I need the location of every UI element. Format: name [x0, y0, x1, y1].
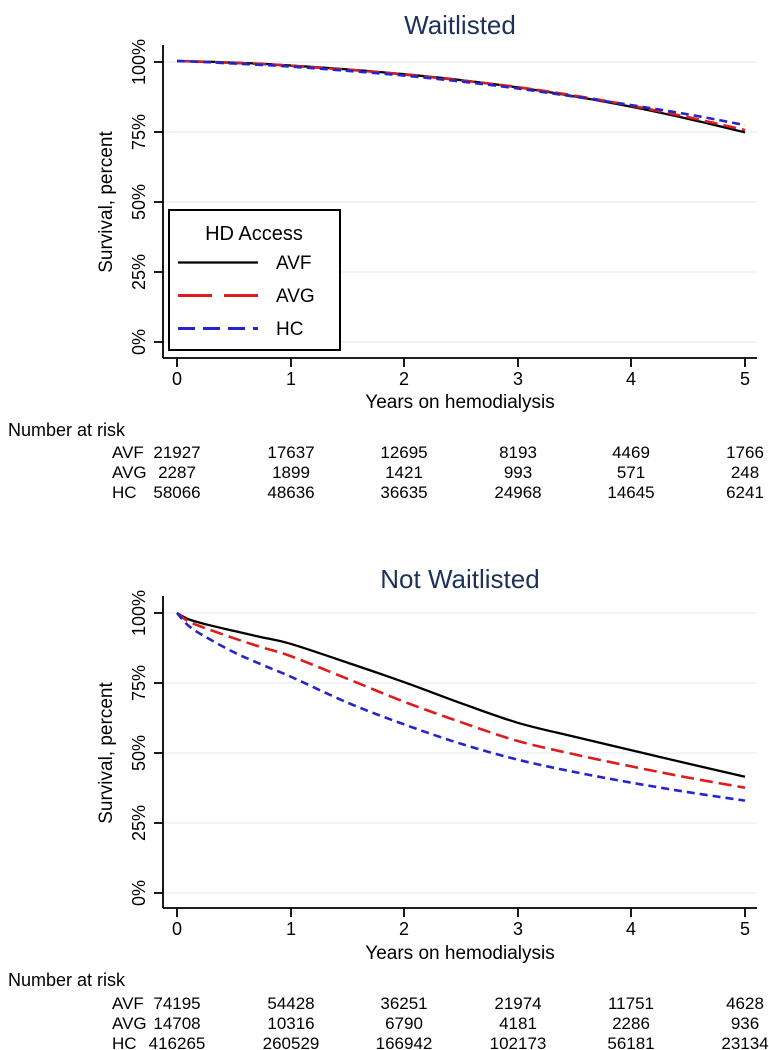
risk-value: 74195	[153, 994, 200, 1013]
risk-value: 8193	[499, 443, 537, 462]
x-tick-label-3: 3	[513, 369, 523, 389]
panel-waitlisted: Waitlisted 100% 75% 50%	[8, 10, 764, 502]
curve-waitlisted-avf	[176, 59, 746, 134]
x-tick-label-5: 5	[740, 919, 750, 939]
risk-value: 6790	[385, 1014, 423, 1033]
legend-label-avf: AVF	[276, 253, 312, 274]
risk-value: 12695	[380, 443, 427, 462]
risk-value: 102173	[490, 1034, 547, 1050]
risk-row-label: AVF	[112, 994, 144, 1013]
risk-value: 11751	[608, 994, 654, 1013]
risk-value: 17637	[267, 443, 314, 462]
risk-row-label: AVG	[112, 1014, 147, 1033]
curve-waitlisted-avg	[176, 59, 746, 132]
risk-row-label: HC	[112, 483, 137, 502]
y-tick-label-50: 50%	[129, 184, 149, 220]
risk-value: 23134	[721, 1034, 768, 1050]
x-tick-label-0: 0	[172, 369, 182, 389]
y-axis-title: Survival, percent	[96, 682, 117, 824]
curve-waitlisted-hc	[176, 59, 746, 127]
risk-value: 56181	[607, 1034, 654, 1050]
curves-waitlisted	[176, 59, 746, 134]
panel-not-waitlisted: Not Waitlisted 100% 75% 50% 25%	[8, 564, 769, 1050]
risk-value: 14645	[607, 483, 654, 502]
y-tick-label-0: 0%	[129, 329, 149, 355]
legend-title: HD Access	[205, 223, 303, 245]
risk-table-waitlisted: Number at risk AVF 21927 17637 12695 819…	[8, 420, 764, 502]
risk-value: 14708	[153, 1014, 200, 1033]
risk-value: 166942	[376, 1034, 433, 1050]
curve-not-waitlisted-hc	[176, 612, 746, 802]
risk-value: 36251	[380, 994, 427, 1013]
x-axis-title: Years on hemodialysis	[365, 392, 554, 413]
legend-label-avg: AVG	[276, 286, 315, 307]
x-tick-label-4: 4	[626, 919, 636, 939]
y-tick-label-75: 75%	[129, 114, 149, 150]
y-tick-label-50: 50%	[129, 735, 149, 771]
y-tick-label-100: 100%	[129, 39, 149, 85]
y-tick-label-0: 0%	[129, 880, 149, 906]
y-tick-label-100: 100%	[129, 590, 149, 636]
y-tick-label-25: 25%	[129, 805, 149, 841]
y-tick-label-25: 25%	[129, 254, 149, 290]
curves-not-waitlisted	[176, 611, 746, 802]
panel-title-not-waitlisted: Not Waitlisted	[380, 564, 539, 594]
risk-value: 54428	[267, 994, 314, 1013]
risk-value: 21974	[494, 994, 541, 1013]
risk-value: 571	[617, 463, 645, 482]
x-axis-title: Years on hemodialysis	[365, 943, 554, 964]
axes	[154, 596, 757, 917]
risk-value: 1421	[385, 463, 423, 482]
axes	[154, 45, 757, 367]
x-tick-label-1: 1	[286, 919, 296, 939]
risk-value: 4628	[726, 994, 764, 1013]
legend-label-hc: HC	[276, 319, 303, 340]
risk-value: 58066	[153, 483, 200, 502]
risk-value: 2287	[158, 463, 196, 482]
risk-value: 24968	[494, 483, 541, 502]
risk-value: 260529	[263, 1034, 320, 1050]
x-tick-label-0: 0	[172, 919, 182, 939]
risk-table-not-waitlisted: Number at risk AVF 74195 54428 36251 219…	[8, 970, 769, 1050]
risk-value: 1766	[726, 443, 764, 462]
risk-value: 21927	[153, 443, 200, 462]
risk-value: 36635	[380, 483, 427, 502]
risk-value: 4181	[499, 1014, 537, 1033]
risk-row-label: HC	[112, 1034, 137, 1050]
risk-row-label: AVF	[112, 443, 144, 462]
risk-row-label: AVG	[112, 463, 147, 482]
risk-value: 248	[731, 463, 759, 482]
legend-box: HD Access AVF AVG HC	[168, 209, 341, 351]
curve-not-waitlisted-avf	[176, 611, 746, 778]
gridlines	[164, 612, 757, 894]
risk-value: 6241	[726, 483, 764, 502]
risk-value: 10316	[267, 1014, 314, 1033]
risk-value: 1899	[272, 463, 310, 482]
x-tick-label-3: 3	[513, 919, 523, 939]
x-tick-label-2: 2	[399, 369, 409, 389]
x-tick-label-1: 1	[286, 369, 296, 389]
risk-value: 48636	[267, 483, 314, 502]
y-tick-label-75: 75%	[129, 665, 149, 701]
risk-heading: Number at risk	[8, 970, 126, 990]
y-axis-title: Survival, percent	[96, 131, 117, 273]
risk-heading: Number at risk	[8, 420, 126, 440]
curve-not-waitlisted-avg	[176, 611, 746, 789]
panel-title-waitlisted: Waitlisted	[404, 10, 516, 40]
x-tick-label-2: 2	[399, 919, 409, 939]
risk-value: 936	[731, 1014, 759, 1033]
x-tick-label-5: 5	[740, 369, 750, 389]
risk-value: 416265	[149, 1034, 206, 1050]
risk-value: 993	[504, 463, 532, 482]
x-tick-label-4: 4	[626, 369, 636, 389]
legend-frame	[168, 209, 341, 351]
risk-value: 4469	[612, 443, 650, 462]
risk-value: 2286	[612, 1014, 650, 1033]
